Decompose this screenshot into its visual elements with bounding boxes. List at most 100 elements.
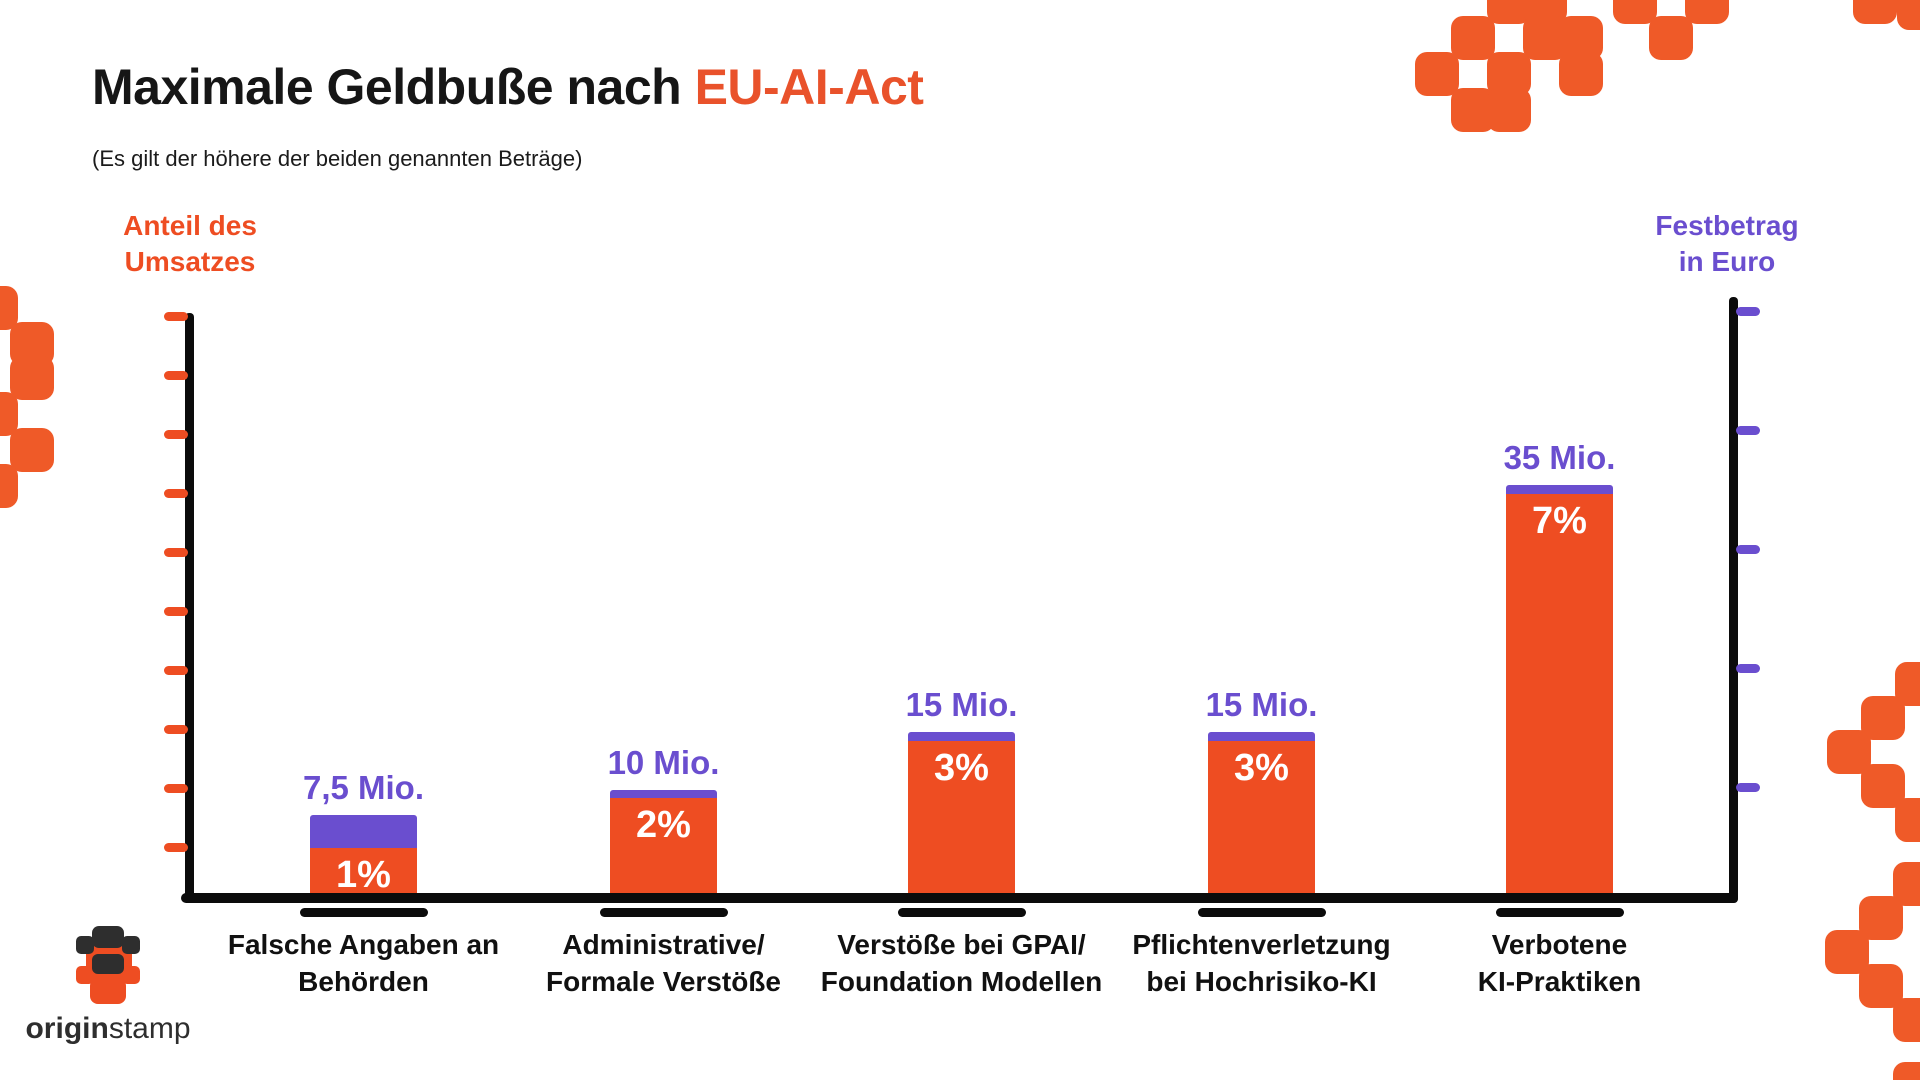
left-axis-tick <box>164 784 188 793</box>
pixel-decoration-square <box>10 356 54 400</box>
bar-revenue-share <box>610 798 717 893</box>
logo-block <box>76 936 94 954</box>
category-underline <box>1197 908 1326 917</box>
x-axis-baseline <box>181 893 1738 903</box>
revenue-share-label: 3% <box>1234 747 1289 789</box>
revenue-share-label: 1% <box>336 854 391 896</box>
logo-block <box>122 966 140 984</box>
fixed-amount-label: 35 Mio. <box>1503 439 1616 476</box>
pixel-decoration-square <box>1415 52 1459 96</box>
left-axis-tick <box>164 548 188 557</box>
logo-text-regular: stamp <box>108 1012 191 1045</box>
category-label: Pflichtenverletzung bei Hochrisiko-KI <box>1092 926 1432 1000</box>
logo-block <box>90 978 126 1004</box>
page-title-accent: EU-AI-Act <box>694 59 924 115</box>
left-axis-tick <box>164 430 188 439</box>
logo-block <box>92 926 124 948</box>
bar-fixed-amount-cap <box>1208 732 1315 741</box>
bar-fixed-amount-cap <box>610 790 717 798</box>
bar-revenue-share <box>1208 741 1315 893</box>
pixel-decoration-square <box>0 286 18 330</box>
bar-revenue-share <box>310 848 417 893</box>
pixel-decoration-square <box>1613 0 1657 24</box>
category-label: Verstöße bei GPAI/Foundation Modellen <box>792 926 1132 1000</box>
category-label-line: Falsche Angaben an <box>227 929 500 960</box>
logo-block <box>92 954 124 974</box>
category-label-line: Behörden <box>298 966 429 997</box>
category-label-line: Formale Verstöße <box>546 966 781 997</box>
left-axis-tick <box>164 489 188 498</box>
category-underline <box>1495 908 1624 917</box>
pixel-decoration-square <box>1895 798 1920 842</box>
left-axis-title-line1: Anteil des <box>123 210 257 241</box>
right-axis-tick <box>1736 664 1760 673</box>
left-axis-tick <box>164 607 188 616</box>
fixed-amount-label: 7,5 Mio. <box>302 769 425 806</box>
pixel-decoration-square <box>1853 0 1897 24</box>
pixel-decoration-square <box>1893 1062 1920 1080</box>
revenue-share-label: 2% <box>636 804 691 846</box>
pixel-decoration-square <box>0 392 18 436</box>
category-label-line: Verbotene <box>1491 929 1628 960</box>
pixel-decoration-square <box>1897 0 1920 30</box>
category-underline <box>599 908 728 917</box>
category-label-line: bei Hochrisiko-KI <box>1146 966 1377 997</box>
pixel-decoration-square <box>1487 88 1531 132</box>
logo-block <box>122 936 140 954</box>
right-axis-tick <box>1736 783 1760 792</box>
category-label-line: Foundation Modellen <box>820 966 1103 997</box>
fixed-amount-label: 15 Mio. <box>1205 686 1318 723</box>
pixel-decoration-square <box>0 464 18 508</box>
right-axis-title: Festbetrag in Euro <box>1587 208 1867 280</box>
originstamp-logo-text: originstamp <box>18 1012 198 1046</box>
category-label-line: Pflichtenverletzung <box>1132 929 1391 960</box>
page-title-spacer <box>681 59 694 115</box>
pixel-decoration-square <box>1861 696 1905 740</box>
category-label-line: Verstöße bei GPAI/ <box>837 929 1086 960</box>
originstamp-logo-icon <box>72 926 144 1008</box>
left-axis-tick <box>164 666 188 675</box>
pixel-decoration-square <box>1893 998 1920 1042</box>
right-axis-title-line1: Festbetrag <box>1655 210 1799 241</box>
page-subtitle: (Es gilt der höhere der beiden genannten… <box>92 146 583 171</box>
category-label: Falsche Angaben an Behörden <box>194 926 534 1000</box>
category-label-line: Administrative/ <box>562 929 765 960</box>
logo-text-bold: origin <box>25 1012 109 1045</box>
category-label: Administrative/Formale Verstöße <box>494 926 834 1000</box>
left-axis-title-line2: Umsatzes <box>124 246 256 277</box>
pixel-decoration-square <box>1559 52 1603 96</box>
bar-fixed-amount-cap <box>908 732 1015 741</box>
right-axis-tick <box>1736 426 1760 435</box>
left-axis-tick <box>164 725 188 734</box>
right-axis-tick <box>1736 307 1760 316</box>
pixel-decoration-square <box>1649 16 1693 60</box>
right-axis-tick <box>1736 545 1760 554</box>
fixed-amount-label: 10 Mio. <box>607 744 720 781</box>
page-title: Maximale Geldbuße nach EU-AI-Act <box>92 58 924 116</box>
bar-fixed-amount-cap <box>310 815 417 848</box>
bar-revenue-share <box>1506 494 1613 893</box>
pixel-decoration-square <box>1859 896 1903 940</box>
category-label-line: KI-Praktiken <box>1477 966 1642 997</box>
left-axis-tick <box>164 312 188 321</box>
pixel-decoration-square <box>1685 0 1729 24</box>
category-underline <box>299 908 428 917</box>
right-axis-title-line2: in Euro <box>1678 246 1776 277</box>
left-axis-tick <box>164 371 188 380</box>
fixed-amount-label: 15 Mio. <box>905 686 1018 723</box>
bar-revenue-share <box>908 741 1015 893</box>
category-label: Verbotene KI-Praktiken <box>1390 926 1730 1000</box>
revenue-share-label: 7% <box>1532 500 1587 542</box>
revenue-share-label: 3% <box>934 747 989 789</box>
left-axis-title: Anteil des Umsatzes <box>50 208 330 280</box>
logo-block <box>76 966 94 984</box>
page-title-black: Maximale Geldbuße nach <box>92 59 682 115</box>
pixel-decoration-square <box>1451 16 1495 60</box>
category-underline <box>897 908 1026 917</box>
bar-fixed-amount-cap <box>1506 485 1613 494</box>
left-y-axis <box>185 313 194 903</box>
left-axis-tick <box>164 843 188 852</box>
pixel-decoration-square <box>10 428 54 472</box>
right-y-axis <box>1729 297 1738 903</box>
